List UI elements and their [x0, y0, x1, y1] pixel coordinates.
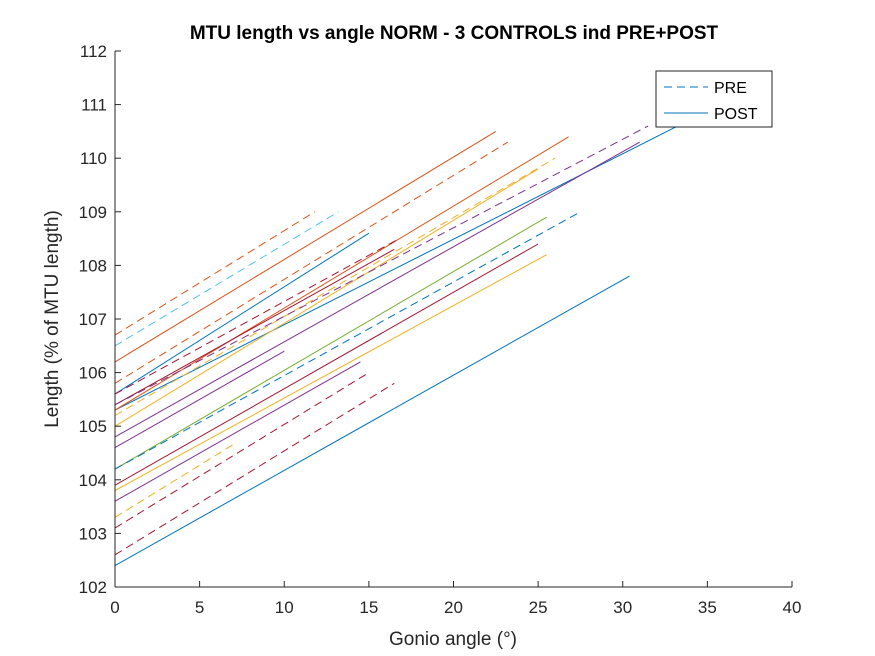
x-tick-label: 20: [444, 598, 463, 617]
x-tick-label: 30: [613, 598, 632, 617]
series-line-pre-21: [114, 382, 395, 556]
series-line-pre-13: [114, 211, 581, 470]
y-tick-label: 111: [81, 96, 107, 115]
y-tick-label: 103: [79, 524, 107, 543]
x-axis-label: Gonio angle (°): [389, 629, 517, 650]
y-tick-label: 112: [80, 42, 107, 61]
series-line-pre-15: [114, 211, 315, 336]
series-line-post-9: [114, 361, 361, 502]
series-line-pre-18: [114, 441, 238, 518]
y-axis-label: Length (% of MTU length): [42, 210, 63, 428]
series-line-post-4: [114, 136, 569, 411]
x-tick-label: 15: [359, 598, 378, 617]
legend-label-post: POST: [714, 106, 758, 123]
series-line-post-2: [114, 93, 742, 411]
chart-title: MTU length vs angle NORM - 3 CONTROLS in…: [190, 23, 719, 44]
series-line-post-11: [114, 243, 539, 486]
series-line-pre-22: [114, 238, 400, 395]
series-line-pre-17: [114, 157, 556, 416]
x-tick-label: 35: [698, 598, 717, 617]
plot-area: 0 5 10 15 20 25 30 35 40 10210310410510610710810…: [79, 42, 802, 617]
x-tick-label: 10: [275, 598, 294, 617]
series-line-post-10: [114, 216, 547, 470]
x-tick-label: 0: [110, 598, 119, 617]
legend: PRE POST: [655, 70, 773, 128]
series-line-pre-20: [114, 372, 370, 529]
series-line-post-1: [114, 232, 370, 395]
y-tick-label: 104: [79, 471, 107, 490]
series-line-pre-16: [114, 141, 508, 384]
series-line-pre-14: [114, 211, 339, 347]
y-tick-label: 108: [79, 256, 107, 275]
series-line-pre-19: [114, 125, 649, 406]
x-tick-label: 5: [195, 598, 204, 617]
x-axis: 0 5 10 15 20 25 30 35 40: [110, 581, 801, 617]
y-tick-label: 102: [79, 578, 107, 597]
series-line-post-12: [114, 248, 395, 406]
series-line-post-6: [114, 254, 547, 491]
series-line-post-8: [114, 350, 285, 449]
series-line-post-0: [114, 275, 630, 567]
y-tick-label: 106: [79, 364, 107, 383]
y-axis: 102 103 104 105 106 107 108 109 110 111 112: [79, 42, 121, 597]
series-line-post-5: [114, 168, 539, 427]
axes-background: [115, 51, 792, 587]
x-tick-label: 40: [783, 598, 802, 617]
series-layer: [114, 93, 742, 567]
x-tick-label: 25: [529, 598, 548, 617]
y-tick-label: 107: [79, 310, 107, 329]
y-tick-label: 110: [80, 149, 107, 168]
series-line-post-3: [114, 130, 497, 363]
series-line-post-7: [114, 141, 640, 438]
y-tick-label: 109: [79, 203, 107, 222]
y-tick-label: 105: [79, 417, 107, 436]
legend-label-pre: PRE: [714, 80, 747, 97]
legend-box: [655, 70, 773, 128]
